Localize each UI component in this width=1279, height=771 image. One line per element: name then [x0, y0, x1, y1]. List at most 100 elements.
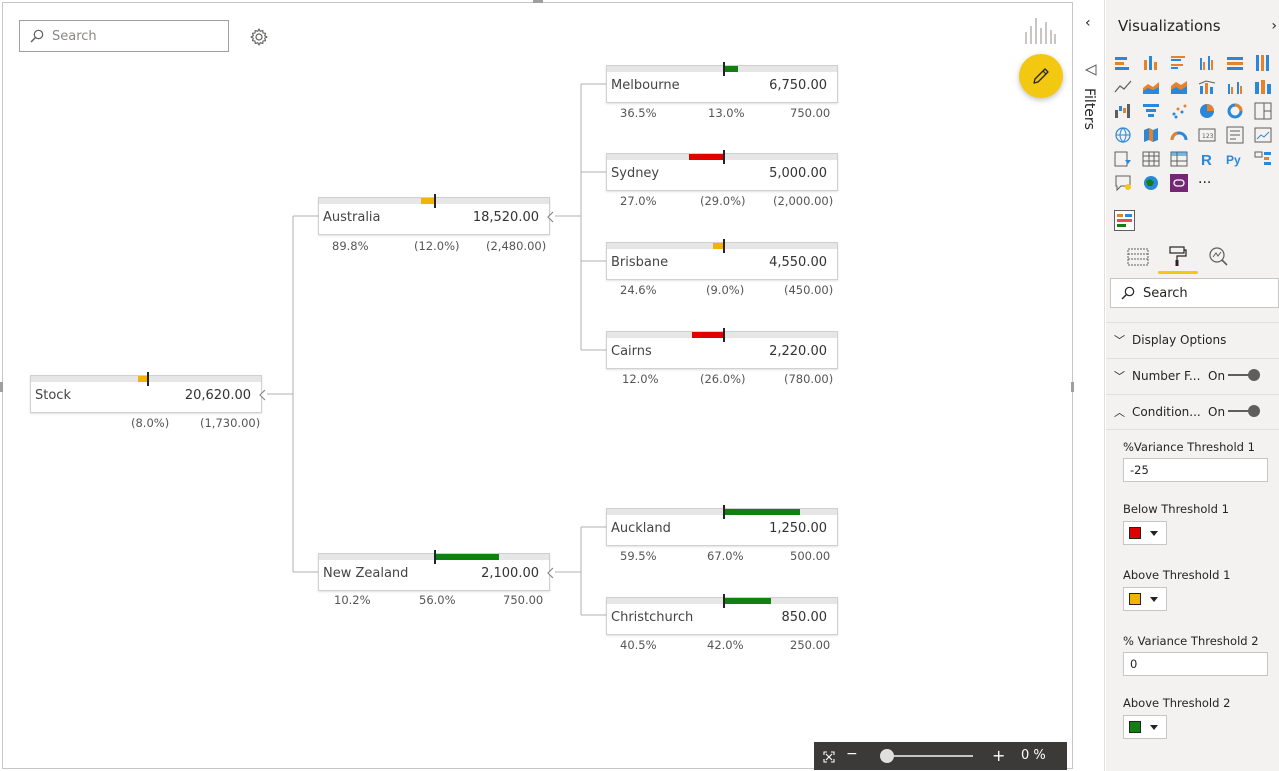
variance-bar: [723, 66, 738, 72]
100-stacked-column-chart-icon[interactable]: [1254, 54, 1272, 72]
below-threshold-1-color-picker[interactable]: [1123, 521, 1167, 545]
chevron-left-icon[interactable]: ‹: [1085, 15, 1091, 31]
caret-down-icon: [1150, 597, 1158, 602]
stacked-area-chart-icon[interactable]: [1170, 78, 1188, 96]
matrix-icon[interactable]: [1170, 150, 1188, 168]
line-and-clustered-column-icon[interactable]: [1226, 78, 1244, 96]
key-influencers-icon[interactable]: [1254, 150, 1272, 168]
tree-node-brisbane[interactable]: Brisbane 4,550.00: [606, 239, 838, 280]
variance-bar: [723, 598, 771, 604]
analytics-tab-icon[interactable]: [1207, 246, 1229, 268]
tree-node-christchurch[interactable]: Christchurch 850.00: [606, 594, 838, 635]
pie-chart-icon[interactable]: [1198, 102, 1216, 120]
variance-bar: [692, 332, 723, 338]
node-label: Brisbane: [611, 255, 669, 270]
variance-threshold-1-input[interactable]: -25: [1123, 458, 1268, 482]
format-search-input[interactable]: Search: [1110, 278, 1279, 308]
svg-text:R: R: [1201, 152, 1212, 168]
donut-chart-icon[interactable]: [1226, 102, 1244, 120]
ribbon-chart-icon[interactable]: [1254, 78, 1272, 96]
above-threshold-2-color-picker[interactable]: [1123, 715, 1167, 739]
tree-node-sydney[interactable]: Sydney 5,000.00: [606, 150, 838, 191]
format-paint-roller-icon[interactable]: [1166, 245, 1188, 267]
zoom-slider-thumb[interactable]: [880, 749, 894, 763]
node-variance-pct: (12.0%): [414, 239, 460, 253]
node-variance-pct: 13.0%: [708, 106, 745, 120]
100-stacked-bar-chart-icon[interactable]: [1226, 54, 1244, 72]
filled-map-icon[interactable]: [1142, 126, 1160, 144]
section-display-options[interactable]: ﹀ Display Options: [1106, 322, 1279, 356]
tree-node-new-zealand[interactable]: New Zealand 2,100.00: [318, 550, 554, 591]
zoom-in-button[interactable]: +: [992, 746, 1006, 765]
section-number-format[interactable]: ﹀ Number F... On: [1106, 358, 1279, 392]
expand-chevron-icon[interactable]: [546, 211, 556, 223]
arcgis-map-icon[interactable]: [1142, 174, 1160, 192]
chevron-right-icon[interactable]: ›: [1271, 18, 1277, 34]
stacked-column-chart-icon[interactable]: [1142, 54, 1160, 72]
custom-visual-icon[interactable]: [1170, 174, 1188, 192]
multi-row-card-icon[interactable]: [1226, 126, 1244, 144]
line-chart-icon[interactable]: [1114, 78, 1132, 96]
stacked-bar-chart-icon[interactable]: [1114, 54, 1132, 72]
table-icon[interactable]: [1142, 150, 1160, 168]
r-script-visual-icon[interactable]: R: [1198, 150, 1216, 169]
search-icon: [30, 29, 44, 43]
scatter-chart-icon[interactable]: [1170, 102, 1188, 120]
fit-to-page-icon[interactable]: [823, 751, 835, 763]
tree-node-auckland[interactable]: Auckland 1,250.00: [606, 505, 838, 546]
node-variance-abs: (2,000.00): [773, 194, 834, 208]
gauge-icon[interactable]: [1170, 126, 1188, 144]
slicer-icon[interactable]: [1114, 150, 1132, 168]
pencil-icon: [1033, 68, 1049, 84]
fields-tab-icon[interactable]: [1127, 247, 1149, 267]
treemap-icon[interactable]: [1254, 102, 1272, 120]
funnel-icon[interactable]: [1142, 102, 1160, 120]
node-variance-abs: 750.00: [790, 106, 831, 120]
resize-handle-top[interactable]: [533, 0, 543, 3]
variance-marker: [147, 372, 149, 386]
above-threshold-1-color-picker[interactable]: [1123, 587, 1167, 611]
zoom-slider[interactable]: [887, 755, 973, 757]
node-label: New Zealand: [323, 566, 409, 581]
zoom-toolbar: − + 0 %: [814, 742, 1067, 770]
tree-search-input[interactable]: Search: [19, 20, 229, 52]
expand-chevron-icon[interactable]: [546, 567, 556, 579]
clustered-column-chart-icon[interactable]: [1198, 54, 1216, 72]
qna-icon[interactable]: [1114, 174, 1132, 192]
kpi-icon[interactable]: [1254, 126, 1272, 144]
expand-chevron-icon[interactable]: [258, 389, 268, 401]
variance-track: [607, 598, 837, 604]
variance-threshold-2-input[interactable]: 0: [1123, 652, 1268, 676]
node-variance-pct: 67.0%: [707, 549, 744, 563]
python-visual-icon[interactable]: Py: [1226, 150, 1244, 168]
filters-label[interactable]: Filters: [1081, 88, 1097, 130]
node-share-pct: 89.8%: [332, 239, 369, 253]
tree-node-stock[interactable]: Stock 20,620.00: [30, 372, 266, 413]
clustered-bar-chart-icon[interactable]: [1170, 54, 1188, 72]
color-swatch: [1129, 721, 1141, 733]
variance-marker: [723, 594, 725, 608]
conditional-formatting-toggle[interactable]: [1228, 405, 1260, 417]
waterfall-chart-icon[interactable]: [1114, 102, 1132, 120]
zoom-out-button[interactable]: −: [846, 746, 858, 762]
chevron-down-icon: ﹀: [1114, 333, 1125, 347]
section-conditional-formatting[interactable]: ︿ Condition... On: [1106, 394, 1279, 428]
variance-marker: [434, 194, 436, 208]
filters-pane-collapsed[interactable]: [1075, 0, 1105, 771]
map-icon[interactable]: [1114, 126, 1132, 144]
area-chart-icon[interactable]: [1142, 78, 1160, 96]
edit-button[interactable]: [1019, 54, 1063, 98]
more-visuals-icon[interactable]: ···: [1198, 175, 1212, 191]
tree-node-melbourne[interactable]: Melbourne 6,750.00: [606, 62, 838, 103]
card-icon[interactable]: 123: [1198, 126, 1216, 144]
tree-node-cairns[interactable]: Cairns 2,220.00: [606, 328, 838, 369]
node-value: 18,520.00: [472, 210, 539, 225]
gear-icon[interactable]: [249, 27, 269, 47]
tree-node-australia[interactable]: Australia 18,520.00: [318, 194, 554, 235]
search-placeholder: Search: [52, 28, 97, 44]
number-format-toggle[interactable]: [1228, 369, 1260, 381]
selected-custom-visual-icon[interactable]: [1114, 210, 1135, 231]
resize-handle-left[interactable]: [0, 382, 3, 392]
line-and-stacked-column-icon[interactable]: [1198, 78, 1216, 96]
resize-handle-right[interactable]: [1071, 382, 1074, 392]
